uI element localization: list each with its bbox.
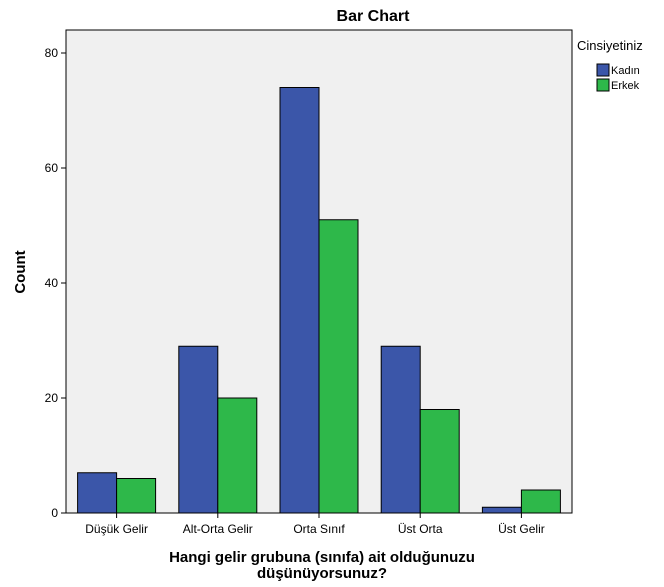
bar-erkek <box>318 219 359 514</box>
x-axis-title-line-2: düşünüyorsunuz? <box>257 565 387 582</box>
y-tick-label: 60 <box>45 161 59 175</box>
y-axis: 0 20 40 60 80 <box>45 46 66 520</box>
chart-title: Bar Chart <box>337 8 411 25</box>
legend-label-erkek: Erkek <box>611 80 640 92</box>
x-tick-label: Düşük Gelir <box>85 522 148 536</box>
y-tick-label: 0 <box>51 506 58 520</box>
x-axis: Düşük Gelir Alt-Orta Gelir Orta Sınıf Üst O… <box>85 513 545 536</box>
bar-kadın <box>279 87 320 514</box>
bar-erkek <box>217 397 258 514</box>
bar-erkek <box>520 489 561 514</box>
bar-kadın <box>380 345 421 514</box>
bar-kadın <box>481 506 522 514</box>
legend: Cinsiyetiniz Kadın Erkek <box>577 38 643 92</box>
bars <box>77 87 561 514</box>
x-tick-label: Orta Sınıf <box>293 522 345 536</box>
y-tick-label: 80 <box>45 46 59 60</box>
x-tick-label: Alt-Orta Gelir <box>183 522 253 536</box>
legend-swatch-erkek <box>596 78 610 92</box>
y-tick-label: 20 <box>45 391 59 405</box>
x-tick-label: Üst Gelir <box>498 522 545 536</box>
legend-swatch-kadın <box>596 63 610 77</box>
legend-label-kadın: Kadın <box>611 65 640 77</box>
y-axis-title: Count <box>12 250 29 293</box>
x-tick-label: Üst Orta <box>398 522 443 536</box>
y-tick-label: 40 <box>45 276 59 290</box>
x-axis-title-line-1: Hangi gelir grubuna (sınıfa) ait olduğun… <box>169 549 475 566</box>
legend-title: Cinsiyetiniz <box>577 38 643 53</box>
bar-kadın <box>178 345 219 514</box>
bar-erkek <box>116 478 157 514</box>
bar-kadın <box>77 472 118 514</box>
bar-erkek <box>419 409 460 514</box>
